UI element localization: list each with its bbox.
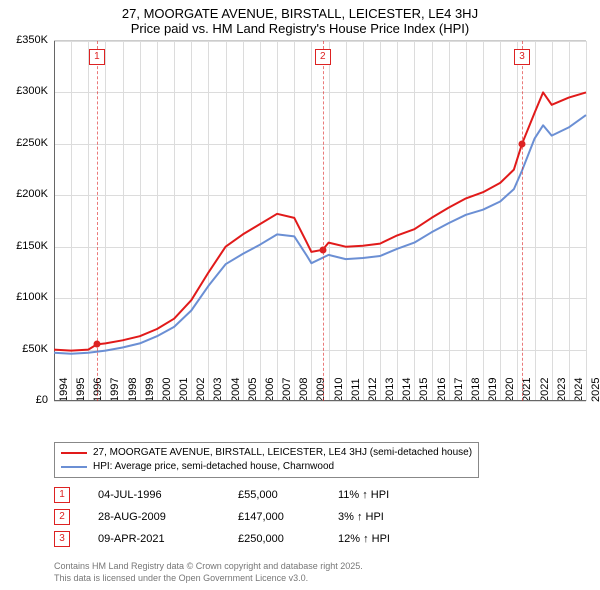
series-line-price_paid — [54, 92, 586, 350]
x-tick-label: 2025 — [590, 378, 600, 402]
sale-price: £250,000 — [238, 533, 338, 545]
sale-date: 28-AUG-2009 — [98, 511, 238, 523]
chart-area: £0£50K£100K£150K£200K£250K£300K£350K 199… — [54, 40, 586, 400]
sales-row: 3 09-APR-2021 £250,000 12% ↑ HPI — [54, 528, 390, 550]
footer-line-2: This data is licensed under the Open Gov… — [54, 572, 590, 584]
sale-badge-on-chart: 3 — [514, 49, 530, 65]
footer-line-1: Contains HM Land Registry data © Crown c… — [54, 560, 590, 572]
y-tick-label: £0 — [36, 394, 48, 406]
sale-marker — [319, 246, 326, 253]
legend-label-hpi: HPI: Average price, semi-detached house,… — [93, 460, 334, 474]
sale-marker — [93, 341, 100, 348]
title-line-1: 27, MOORGATE AVENUE, BIRSTALL, LEICESTER… — [0, 6, 600, 21]
y-tick-label: £200K — [16, 188, 48, 200]
sale-badge-on-chart: 2 — [315, 49, 331, 65]
sale-vline — [522, 41, 523, 401]
legend-swatch-hpi — [61, 466, 87, 468]
sales-table: 1 04-JUL-1996 £55,000 11% ↑ HPI 2 28-AUG… — [54, 484, 390, 550]
sale-date: 04-JUL-1996 — [98, 489, 238, 501]
legend: 27, MOORGATE AVENUE, BIRSTALL, LEICESTER… — [54, 442, 479, 478]
y-tick-label: £150K — [16, 240, 48, 252]
series-line-hpi — [54, 115, 586, 354]
plot: 1 2 3 — [54, 40, 586, 401]
chart-title: 27, MOORGATE AVENUE, BIRSTALL, LEICESTER… — [0, 6, 600, 36]
legend-row-hpi: HPI: Average price, semi-detached house,… — [61, 460, 472, 474]
y-tick-label: £50K — [22, 343, 48, 355]
sales-row: 2 28-AUG-2009 £147,000 3% ↑ HPI — [54, 506, 390, 528]
y-tick-label: £350K — [16, 34, 48, 46]
footer: Contains HM Land Registry data © Crown c… — [54, 560, 590, 584]
sale-diff: 12% ↑ HPI — [338, 533, 390, 545]
y-tick-label: £300K — [16, 85, 48, 97]
page: 27, MOORGATE AVENUE, BIRSTALL, LEICESTER… — [0, 0, 600, 590]
sale-badge-on-chart: 1 — [89, 49, 105, 65]
sale-vline — [323, 41, 324, 401]
sale-badge-icon: 2 — [54, 509, 70, 525]
y-tick-label: £250K — [16, 137, 48, 149]
series-svg — [54, 41, 586, 401]
legend-row-price-paid: 27, MOORGATE AVENUE, BIRSTALL, LEICESTER… — [61, 446, 472, 460]
sale-diff: 11% ↑ HPI — [338, 489, 389, 501]
gridline-h — [54, 401, 586, 402]
sale-date: 09-APR-2021 — [98, 533, 238, 545]
sale-diff: 3% ↑ HPI — [338, 511, 384, 523]
sale-badge-icon: 3 — [54, 531, 70, 547]
legend-label-price-paid: 27, MOORGATE AVENUE, BIRSTALL, LEICESTER… — [93, 446, 472, 460]
sale-price: £147,000 — [238, 511, 338, 523]
sales-row: 1 04-JUL-1996 £55,000 11% ↑ HPI — [54, 484, 390, 506]
legend-swatch-price-paid — [61, 452, 87, 454]
sale-badge-icon: 1 — [54, 487, 70, 503]
sale-marker — [518, 140, 525, 147]
y-tick-label: £100K — [16, 291, 48, 303]
gridline-v — [586, 41, 587, 401]
title-line-2: Price paid vs. HM Land Registry's House … — [0, 21, 600, 36]
sale-price: £55,000 — [238, 489, 338, 501]
